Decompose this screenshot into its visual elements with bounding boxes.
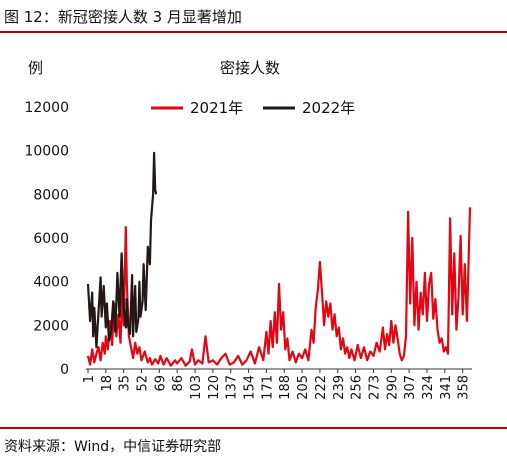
y-axis-ticks: 0 2000 4000 6000 8000 10000 12000 — [24, 100, 69, 378]
x-tick-label: 86 — [171, 375, 186, 392]
x-tick-label: 324 — [421, 375, 436, 400]
title-rule — [0, 31, 507, 33]
x-tick-label: 1 — [82, 375, 97, 383]
figure-title: 图 12：新冠密接人数 3 月显著增加 — [4, 8, 242, 26]
y-tick-label: 8000 — [33, 187, 69, 203]
x-axis-ticks: 1 18 35 52 69 86 103 120 137 154 171 188 205 222 239 25… — [82, 369, 472, 400]
x-tick-label: 52 — [136, 375, 151, 392]
x-tick-label: 273 — [367, 375, 382, 400]
x-tick-label: 154 — [243, 375, 258, 400]
x-tick-label: 205 — [296, 375, 311, 400]
line-chart: 例 密接人数 2021年 2022年 0 2000 4000 6000 8000 1000… — [24, 59, 472, 400]
x-tick-label: 341 — [439, 375, 454, 400]
source-rule — [0, 427, 507, 429]
x-tick-label: 120 — [207, 375, 222, 400]
x-tick-label: 358 — [457, 375, 472, 400]
x-tick-label: 307 — [403, 375, 418, 400]
series-line-2021 — [86, 207, 472, 367]
y-axis-unit: 例 — [28, 59, 43, 77]
x-tick-label: 222 — [314, 375, 329, 400]
y-tick-label: 0 — [60, 362, 69, 378]
x-tick-label: 18 — [100, 375, 115, 392]
x-tick-label: 171 — [260, 375, 275, 400]
series-line-2022 — [86, 151, 158, 349]
x-tick-label: 188 — [278, 375, 293, 400]
y-tick-label: 4000 — [33, 275, 69, 291]
legend-label-2022: 2022年 — [302, 99, 355, 117]
series-layer — [86, 151, 472, 367]
x-tick-label: 239 — [332, 375, 347, 400]
x-tick-label: 137 — [225, 375, 240, 400]
x-tick-label: 256 — [350, 375, 365, 400]
source-note: 资料来源：Wind，中信证券研究部 — [4, 439, 222, 455]
x-tick-label: 290 — [385, 375, 400, 400]
y-tick-label: 2000 — [33, 318, 69, 334]
x-tick-label: 35 — [118, 375, 133, 392]
chart-title: 密接人数 — [220, 59, 280, 77]
legend: 2021年 2022年 — [151, 99, 355, 117]
x-tick-label: 103 — [189, 375, 204, 400]
x-tick-label: 69 — [153, 375, 168, 392]
y-tick-label: 10000 — [24, 144, 69, 160]
y-tick-label: 6000 — [33, 231, 69, 247]
legend-label-2021: 2021年 — [190, 99, 243, 117]
y-tick-label: 12000 — [24, 100, 69, 116]
